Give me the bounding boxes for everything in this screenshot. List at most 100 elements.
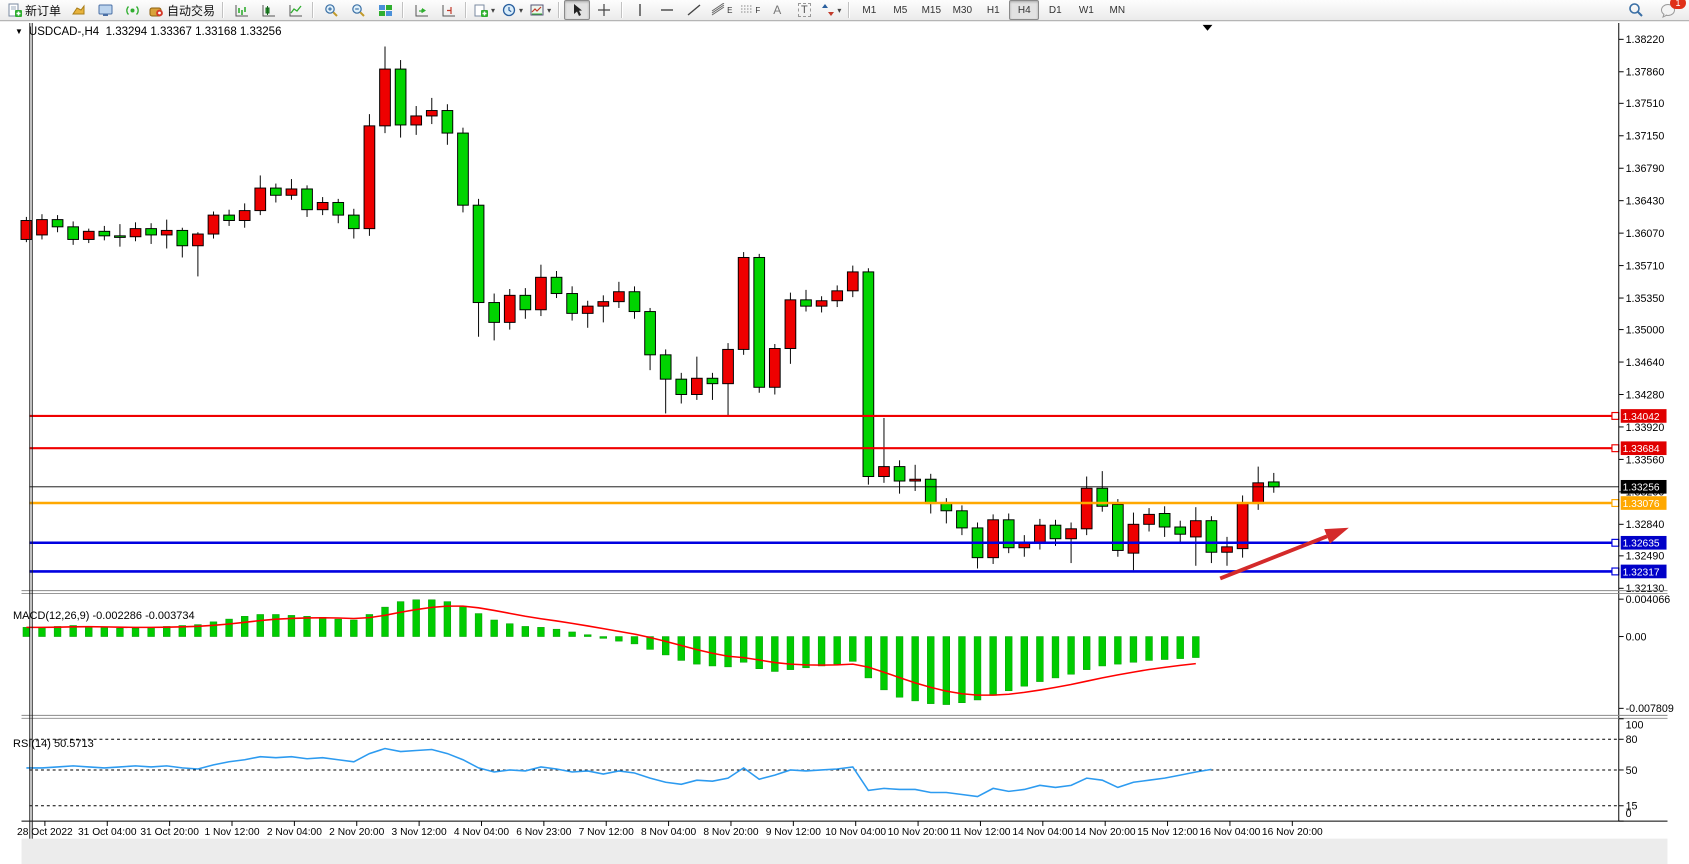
timeframe-button-MN[interactable]: MN	[1109, 4, 1126, 16]
timeframe-button-M1[interactable]: M1	[862, 4, 877, 16]
timeframe-button-M5[interactable]: M5	[893, 4, 908, 16]
line-handle	[1611, 444, 1620, 453]
macd-bar	[194, 624, 202, 637]
macd-bar	[490, 619, 498, 637]
macd-bar	[646, 636, 654, 650]
chart-title-ohlc: 1.33294 1.33367 1.33168 1.33256	[105, 26, 282, 38]
rsi-tick-label: 50	[1626, 765, 1638, 777]
candle-up	[691, 377, 703, 395]
periods-button[interactable]: ▾	[499, 0, 526, 20]
timeframe-button-M30[interactable]: M30	[952, 4, 973, 16]
bar-chart-button[interactable]	[228, 0, 254, 20]
horizontal-line-icon	[661, 9, 674, 11]
arrows-tool-button[interactable]: ▾	[818, 0, 844, 20]
grid-tool-button[interactable]: F	[736, 0, 763, 20]
candle-down	[223, 214, 235, 222]
templates-button[interactable]: ▾	[527, 0, 554, 20]
candle-down	[893, 466, 906, 482]
trend-arrow-head	[1324, 527, 1349, 544]
zoom-in-button[interactable]	[318, 0, 344, 20]
chart-shift-button[interactable]	[435, 0, 461, 20]
macd-tick-label: 0.004066	[1626, 594, 1671, 606]
price-badge	[1620, 496, 1667, 510]
label-tool-button[interactable]: T	[791, 0, 817, 20]
time-tick-label: 10 Nov 20:00	[888, 827, 949, 838]
chart-canvas[interactable]: 1.38220 1.37860 1.37510 1.37150 1.36790 1.364…	[0, 22, 1689, 864]
crosshair-tool-button[interactable]	[591, 0, 617, 20]
macd-bar	[677, 636, 685, 661]
macd-bar	[568, 631, 576, 637]
timeframe-button-H1[interactable]: H1	[986, 4, 1000, 16]
separator	[222, 2, 225, 18]
text-tool-button[interactable]: A	[764, 0, 790, 20]
macd-bar	[412, 599, 420, 637]
notifications-button[interactable]: 1	[1655, 0, 1686, 20]
time-tick-label: 2 Nov 04:00	[267, 827, 322, 838]
time-tick-label: 16 Nov 20:00	[1262, 827, 1323, 838]
candle-chart-button[interactable]	[255, 0, 281, 20]
macd-bar	[428, 599, 436, 637]
toolbar-right: 1	[1623, 0, 1686, 20]
macd-bar	[1067, 636, 1075, 675]
cursor-tool-button[interactable]	[564, 0, 591, 20]
macd-bar	[849, 636, 857, 662]
price-badge-label: 1.33684	[1623, 444, 1660, 455]
line-chart-button[interactable]	[282, 0, 308, 20]
candle-up	[1034, 524, 1046, 544]
candle-up	[82, 230, 95, 240]
time-tick-label: 1 Nov 12:00	[204, 827, 259, 838]
signals-button[interactable]	[119, 0, 145, 20]
add-indicator-icon	[474, 4, 489, 17]
toolbar: 新订单 自动交易	[0, 0, 1689, 21]
search-button[interactable]	[1623, 0, 1649, 20]
market-watch-button[interactable]	[92, 0, 118, 20]
macd-bar	[459, 605, 467, 637]
timeframe-button-H4[interactable]: H4	[1009, 0, 1040, 20]
separator	[312, 2, 315, 18]
macd-bar	[864, 636, 873, 679]
macd-bar	[350, 619, 358, 637]
macd-bar	[209, 621, 218, 637]
macd-bar	[817, 636, 826, 667]
macd-bar	[241, 616, 249, 637]
timeframe-group: M1 M5 M15 M30 H1 H4 D1 W1 MN	[854, 0, 1132, 20]
macd-bar	[38, 627, 46, 637]
time-tick-label: 11 Nov 12:00	[950, 827, 1010, 838]
notification-badge: 1	[1670, 0, 1686, 9]
zoom-in-icon	[324, 4, 338, 17]
fibonacci-tool-button[interactable]: E	[708, 0, 735, 20]
timeframe-button-M15[interactable]: M15	[921, 4, 942, 16]
timeframe-button-W1[interactable]: W1	[1078, 4, 1094, 16]
macd-bar	[1005, 636, 1013, 692]
candle-up	[722, 348, 734, 385]
candle-down	[1174, 526, 1187, 535]
price-badge-label: 1.32635	[1623, 539, 1660, 550]
tile-windows-button[interactable]	[372, 0, 398, 20]
candle-up	[987, 519, 999, 559]
price-tick-label: 1.32840	[1626, 519, 1665, 531]
candle-up	[36, 219, 48, 236]
trendline-tool-button[interactable]	[681, 0, 707, 20]
indicators-button[interactable]: ▾	[471, 0, 498, 20]
window-left-frame	[31, 22, 33, 839]
hline-tool-button[interactable]	[654, 0, 680, 20]
candle-up	[160, 229, 173, 236]
price-tick-label: 1.35350	[1626, 293, 1665, 305]
profiles-button[interactable]	[65, 0, 91, 20]
dropdown-caret: ▾	[837, 5, 842, 15]
autotrade-button[interactable]: 自动交易	[146, 0, 218, 20]
candle-down	[1049, 524, 1062, 540]
price-tick-label: 1.37510	[1626, 98, 1665, 110]
vline-tool-button[interactable]	[627, 0, 653, 20]
macd-tick-label: -0.007809	[1626, 703, 1674, 715]
new-order-button[interactable]: 新订单	[4, 0, 64, 20]
macd-bar	[927, 636, 935, 704]
zoom-out-button[interactable]	[345, 0, 371, 20]
rsi-tick-label: 0	[1626, 808, 1632, 820]
time-tick-label: 14 Nov 04:00	[1012, 827, 1073, 838]
fibonacci-icon	[711, 3, 725, 16]
price-tick-label: 1.37860	[1626, 67, 1665, 79]
auto-scroll-button[interactable]	[408, 0, 434, 20]
timeframe-button-D1[interactable]: D1	[1048, 4, 1062, 16]
expand-ohlc-icon[interactable]: ▼	[15, 27, 23, 36]
